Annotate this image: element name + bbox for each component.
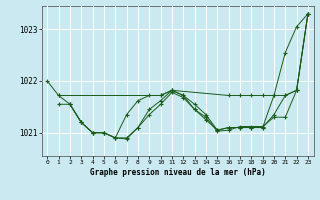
X-axis label: Graphe pression niveau de la mer (hPa): Graphe pression niveau de la mer (hPa) bbox=[90, 168, 266, 177]
